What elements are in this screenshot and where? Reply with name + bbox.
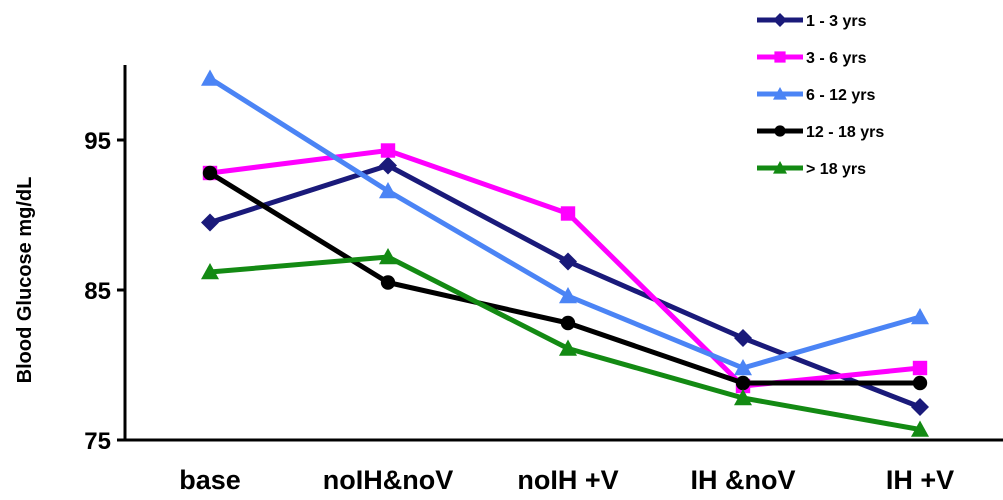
data-point <box>911 420 929 437</box>
data-point <box>912 360 928 376</box>
data-point <box>773 13 787 27</box>
chart-legend: 1 - 3 yrs 3 - 6 yrs 6 - 12 yrs 12 - 18 yrs >… <box>757 13 884 178</box>
x-category-label: noIH&noV <box>323 465 453 495</box>
x-category-label: base <box>179 465 241 495</box>
data-point <box>912 375 928 391</box>
data-point <box>560 206 576 221</box>
y-tick-label: 75 <box>84 428 111 455</box>
data-point <box>379 248 397 265</box>
series-line <box>209 163 921 410</box>
x-category-label: IH &noV <box>691 465 796 495</box>
data-point <box>202 165 218 181</box>
series-group <box>201 69 929 376</box>
data-point <box>773 161 787 174</box>
legend-item: > 18 yrs <box>757 161 866 178</box>
data-point <box>201 263 219 280</box>
x-category-label: noIH +V <box>517 465 618 495</box>
data-point <box>911 398 929 416</box>
legend-label: 6 - 12 yrs <box>806 87 875 104</box>
data-point <box>201 213 219 232</box>
data-point <box>379 156 397 175</box>
legend-label: 1 - 3 yrs <box>806 13 867 30</box>
data-point <box>380 275 396 290</box>
data-point <box>773 87 787 100</box>
data-point <box>774 125 786 137</box>
data-point <box>734 359 752 376</box>
data-point <box>560 315 576 331</box>
series-group <box>202 143 928 394</box>
legend-label: 3 - 6 yrs <box>806 50 867 67</box>
y-axis-title: Blood Glucose mg/dL <box>14 177 36 384</box>
data-point <box>734 389 752 406</box>
data-point <box>559 339 577 356</box>
data-point <box>559 287 577 304</box>
data-point <box>201 69 219 86</box>
series-group <box>201 156 929 416</box>
data-point <box>559 252 577 271</box>
series-group <box>201 248 929 437</box>
y-tick-label: 85 <box>84 278 111 305</box>
legend-item: 1 - 3 yrs <box>757 13 867 30</box>
data-point <box>379 182 397 199</box>
legend-item: 6 - 12 yrs <box>757 87 875 104</box>
legend-label: 12 - 18 yrs <box>806 124 884 141</box>
data-point <box>735 375 751 391</box>
series-group <box>202 165 928 391</box>
chart-axes: 75 85 95 base noIH&noV noIH +V IH &noV IH +V <box>84 65 1003 495</box>
legend-item: 3 - 6 yrs <box>757 50 867 67</box>
x-category-label: IH +V <box>886 465 954 495</box>
legend-label: > 18 yrs <box>806 161 866 178</box>
series-line <box>209 254 921 432</box>
legend-item: 12 - 18 yrs <box>757 124 884 141</box>
series-layer <box>201 69 929 437</box>
data-point <box>911 308 929 325</box>
data-point <box>380 143 396 158</box>
data-point <box>734 329 752 347</box>
data-point <box>774 51 786 63</box>
y-tick-label: 95 <box>84 128 111 155</box>
